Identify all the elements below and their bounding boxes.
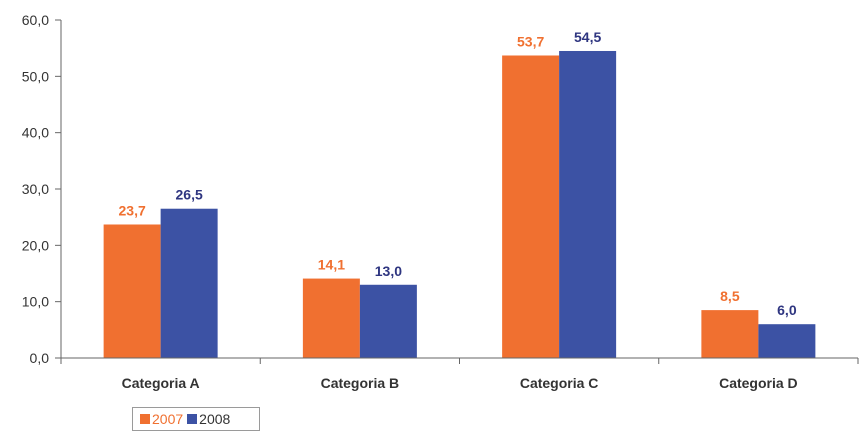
x-tick-label: Categoria D xyxy=(719,375,798,391)
bar-2007-categoria-a xyxy=(103,224,161,358)
x-axis-ticks: Categoria A Categoria B Categoria C Categor… xyxy=(122,375,798,391)
x-tick-label: Categoria A xyxy=(122,375,200,391)
y-tick-label: 60,0 xyxy=(22,12,49,28)
legend-swatch-2007 xyxy=(140,414,150,424)
legend-swatch-2008 xyxy=(187,414,198,424)
axes xyxy=(60,20,859,364)
y-tick-label: 30,0 xyxy=(22,181,49,197)
data-label-2007: 14,1 xyxy=(318,257,345,273)
data-label-2007: 8,5 xyxy=(720,288,740,304)
bar-2008-categoria-c xyxy=(559,50,617,358)
y-tick-label: 10,0 xyxy=(22,294,49,310)
x-tick-label: Categoria B xyxy=(321,375,400,391)
data-label-2007: 53,7 xyxy=(517,33,544,49)
y-tick-label: 50,0 xyxy=(22,68,49,84)
data-label-2008: 13,0 xyxy=(375,263,402,279)
data-labels: 23,7 26,5 14,1 13,0 53,7 54,5 8,5 6,0 xyxy=(119,29,797,318)
bar-2007-categoria-b xyxy=(302,278,360,358)
bar-2007-categoria-c xyxy=(502,55,560,359)
x-tick-label: Categoria C xyxy=(520,375,599,391)
bar-2008-categoria-a xyxy=(160,208,218,358)
y-tick-label: 40,0 xyxy=(22,125,49,141)
legend-item-2008: 2008 xyxy=(187,412,230,426)
bars xyxy=(103,50,816,359)
y-tick-label: 20,0 xyxy=(22,237,49,253)
legend-item-2007: 2007 xyxy=(140,412,183,426)
data-label-2008: 26,5 xyxy=(176,187,203,203)
bar-2008-categoria-b xyxy=(359,284,417,358)
legend-label-2007: 2007 xyxy=(152,411,184,427)
data-label-2008: 6,0 xyxy=(777,302,797,318)
legend: 2007 2008 xyxy=(132,407,260,431)
y-axis-ticks: 0,0 10,0 20,0 30,0 40,0 50,0 60,0 xyxy=(22,12,61,366)
bar-2007-categoria-d xyxy=(701,310,759,358)
bar-2008-categoria-d xyxy=(758,324,816,358)
data-label-2007: 23,7 xyxy=(119,202,146,218)
y-tick-label: 0,0 xyxy=(30,350,50,366)
data-label-2008: 54,5 xyxy=(574,29,601,45)
legend-label-2008: 2008 xyxy=(199,411,231,427)
